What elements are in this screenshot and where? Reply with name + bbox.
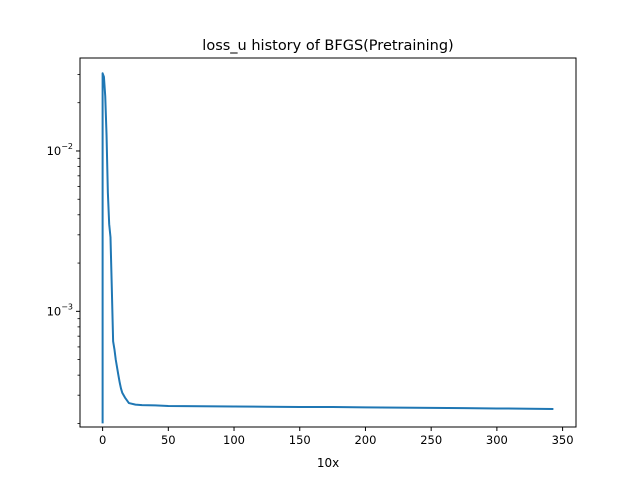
x-tick-label: 150 xyxy=(289,433,311,447)
x-tick-label: 100 xyxy=(223,433,245,447)
x-tick-label: 300 xyxy=(486,433,508,447)
plot-area: 0 50 100 150 200 250 300 350 10−3 10−2 xyxy=(47,57,577,447)
x-tick-label: 200 xyxy=(354,433,376,447)
x-tick-label: 250 xyxy=(420,433,442,447)
chart-title: loss_u history of BFGS(Pretraining) xyxy=(202,38,453,54)
x-tick-label: 50 xyxy=(161,433,176,447)
x-tick-label: 350 xyxy=(552,433,574,447)
y-tick-label: 10−2 xyxy=(47,142,73,158)
axes-frame xyxy=(79,57,577,428)
y-tick-label: 10−3 xyxy=(47,302,73,318)
x-axis-label: 10x xyxy=(317,456,339,470)
series-line-0 xyxy=(101,72,554,424)
x-tick-label: 0 xyxy=(99,433,106,447)
